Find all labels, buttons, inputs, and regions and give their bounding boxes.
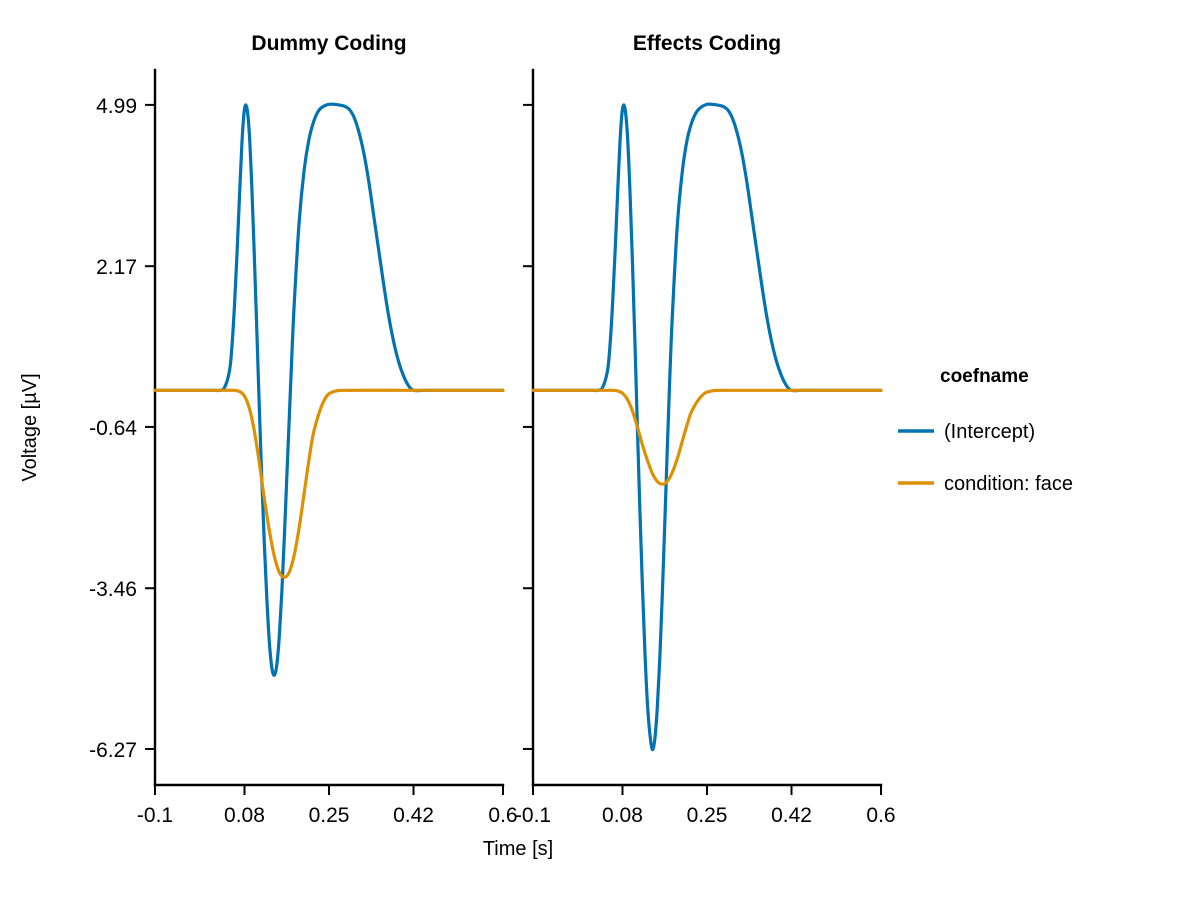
x-tick-label-1-4: 0.6 (488, 804, 517, 827)
legend: coefname (Intercept) condition: face (898, 366, 1073, 495)
y-tick-label-0: 4.99 (96, 95, 137, 118)
panel-title-2: Effects Coding (633, 32, 781, 55)
series-line-2-0 (531, 102, 883, 752)
x-tick-label-1-0: -0.1 (137, 804, 173, 827)
panel-title-1: Dummy Coding (251, 32, 406, 55)
y-tick-label-4: -6.27 (89, 739, 137, 762)
legend-label-0: (Intercept) (944, 421, 1035, 443)
x-tick-label-2-4: 0.6 (866, 804, 895, 827)
y-tick-label-1: 2.17 (96, 256, 137, 279)
x-axis-title: Time [s] (483, 838, 553, 860)
chart-panel-2: Effects Coding -0.1 0.08 0.25 0.42 0.6 (515, 32, 896, 827)
x-tick-label-1-1: 0.08 (224, 804, 265, 827)
x-tick-label-1-2: 0.25 (309, 804, 350, 827)
x-tick-label-2-0: -0.1 (515, 804, 551, 827)
chart-panel-1: Dummy Coding 4.99 2.17 -0.64 -3.46 -6.27 -0.1 0… (89, 32, 517, 827)
y-axis-title: Voltage [µV] (19, 373, 41, 481)
series-line-2-1 (531, 388, 883, 486)
series-line-1-0 (153, 102, 505, 677)
legend-item-1[interactable]: condition: face (898, 473, 1073, 495)
x-tick-label-2-3: 0.42 (771, 804, 812, 827)
legend-title: coefname (940, 366, 1029, 387)
x-tick-label-2-1: 0.08 (602, 804, 643, 827)
legend-label-1: condition: face (944, 473, 1073, 495)
x-tick-label-1-3: 0.42 (393, 804, 434, 827)
x-tick-label-2-2: 0.25 (687, 804, 728, 827)
y-tick-label-2: -0.64 (89, 417, 137, 440)
series-line-1-1 (153, 388, 505, 579)
legend-item-0[interactable]: (Intercept) (898, 421, 1035, 443)
y-tick-label-3: -3.46 (89, 578, 137, 601)
